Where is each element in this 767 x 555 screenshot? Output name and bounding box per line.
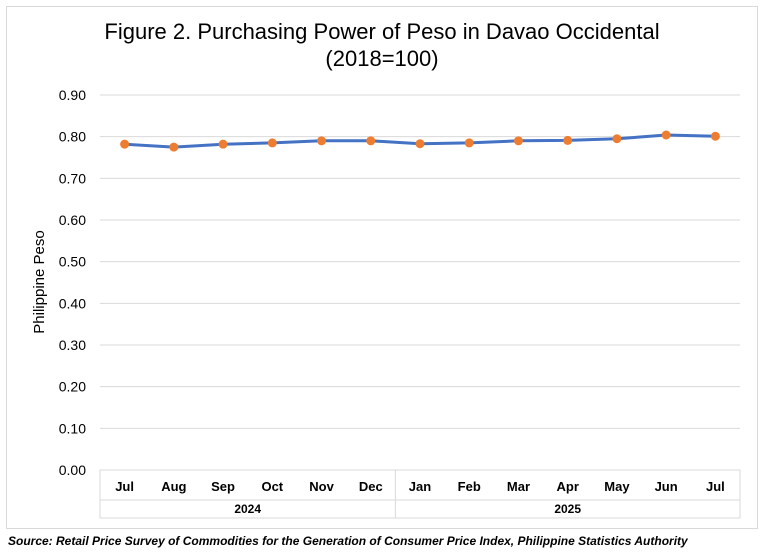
y-tick-label: 0.40 — [59, 295, 86, 311]
data-point — [267, 138, 277, 148]
y-tick-label: 0.30 — [59, 337, 86, 353]
data-point — [366, 136, 376, 146]
group-label: 2024 — [234, 502, 261, 516]
x-tick-label: Feb — [458, 479, 481, 494]
x-tick-label: Nov — [309, 479, 334, 494]
y-tick-label: 0.50 — [59, 254, 86, 270]
data-point — [612, 134, 622, 144]
source-note: Source: Retail Price Survey of Commoditi… — [8, 534, 688, 548]
x-tick-label: May — [604, 479, 630, 494]
y-tick-label: 0.70 — [59, 170, 86, 186]
y-tick-label: 0.80 — [59, 129, 86, 145]
data-point — [120, 139, 130, 149]
x-tick-label: Dec — [359, 479, 383, 494]
chart-subtitle: (2018=100) — [325, 46, 439, 71]
data-point — [661, 130, 671, 140]
y-tick-label: 0.90 — [59, 87, 86, 103]
y-tick-label: 0.60 — [59, 212, 86, 228]
x-tick-label: Aug — [161, 479, 186, 494]
chart-frame — [6, 6, 758, 529]
data-point — [317, 136, 327, 146]
x-tick-label: Jun — [655, 479, 678, 494]
y-axis-title: Philippine Peso — [31, 230, 48, 333]
y-tick-label: 0.10 — [59, 420, 86, 436]
x-tick-label: Apr — [556, 479, 578, 494]
x-tick-label: Sep — [211, 479, 235, 494]
data-point — [464, 138, 474, 148]
chart-title-block: Figure 2. Purchasing Power of Peso in Da… — [6, 18, 758, 72]
y-tick-label: 0.00 — [59, 462, 86, 478]
data-point — [218, 139, 228, 149]
x-tick-label: Oct — [261, 479, 283, 494]
x-tick-label: Jul — [115, 479, 134, 494]
data-point — [169, 142, 179, 152]
y-tick-label: 0.20 — [59, 379, 86, 395]
data-point — [513, 136, 523, 146]
chart-title: Figure 2. Purchasing Power of Peso in Da… — [104, 19, 660, 44]
x-tick-label: Jul — [706, 479, 725, 494]
group-label: 2025 — [554, 502, 581, 516]
data-point — [415, 139, 425, 149]
data-point — [563, 135, 573, 145]
data-point — [710, 131, 720, 141]
x-tick-label: Mar — [507, 479, 530, 494]
x-tick-label: Jan — [409, 479, 431, 494]
